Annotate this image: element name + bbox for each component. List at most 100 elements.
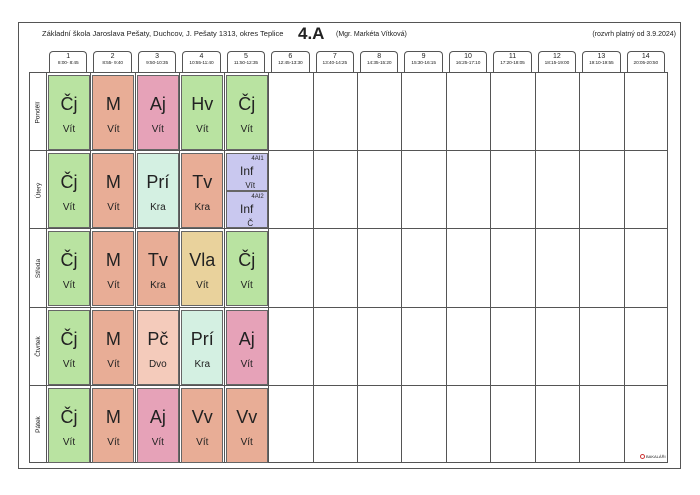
teacher-label: Vít [107, 202, 120, 214]
lesson-group-cell[interactable]: 4AI1 Inf Vít [225, 153, 268, 191]
subject-label: Čj [60, 250, 78, 271]
validity-date: (rozvrh platný od 3.9.2024) [592, 31, 676, 38]
period-time: 16:25-17:10 [455, 61, 481, 66]
lesson-cell[interactable]: Aj Vít [136, 75, 179, 150]
subject-label: Hv [191, 94, 214, 114]
grid-column-divider [445, 73, 447, 462]
teacher-label: Vít [62, 280, 76, 292]
period-number: 5 [243, 53, 248, 60]
teacher-label: Vít [245, 181, 256, 191]
period-header-10: 10 16:25-17:10 [448, 51, 488, 72]
lesson-cell[interactable]: Pč Dvo [136, 309, 179, 385]
teacher-label: Vít [62, 124, 76, 135]
lesson-cell[interactable]: Čj Vít [48, 231, 90, 307]
grid-column-divider [312, 73, 314, 462]
timetable-sheet [18, 22, 681, 469]
subject-label: Čj [60, 172, 78, 193]
day-name: Pondělí [35, 101, 43, 124]
lesson-cell[interactable]: Aj Vít [225, 309, 268, 385]
period-header-5: 5 11:50-12:35 [226, 51, 266, 72]
grid-column-divider [534, 73, 536, 462]
subject-label: Tv [147, 250, 168, 271]
lesson-cell[interactable]: Čj Vít [225, 231, 268, 307]
period-number: 6 [288, 53, 293, 60]
teacher-label: Dvo [148, 358, 167, 370]
lesson-cell[interactable]: Tv Kra [136, 231, 179, 307]
lesson-cell[interactable]: Vv Vít [181, 387, 224, 463]
period-header-2: 2 8:55- 9:40 [93, 51, 132, 72]
lesson-group-cell[interactable]: 4AI2 Inf Č [225, 190, 268, 229]
period-header-4: 4 10:55-11:40 [182, 51, 221, 72]
subject-label: M [105, 406, 121, 427]
grid-column-divider [90, 73, 92, 462]
period-time: 11:50-12:35 [233, 61, 258, 66]
lesson-cell[interactable]: Tv Kra [181, 153, 224, 229]
period-number: 4 [199, 53, 204, 60]
lesson-cell[interactable]: M Vít [92, 153, 135, 229]
period-header-7: 7 13:40-14:25 [315, 51, 354, 72]
lesson-cell[interactable]: Vv Vít [225, 387, 268, 463]
day-name: Středa [35, 258, 42, 279]
lesson-cell[interactable]: Čj Vít [48, 309, 90, 385]
lesson-cell[interactable]: Prí Kra [136, 153, 179, 229]
day-label-cell: Středa [30, 229, 47, 307]
period-number: 2 [110, 53, 115, 60]
period-number: 1 [66, 53, 71, 60]
group-label: 4AI1 [251, 156, 264, 163]
lesson-cell[interactable]: M Vít [92, 231, 135, 307]
bakalari-logo: BAKALÁŘI [640, 454, 666, 460]
teacher-label: Vít [196, 436, 209, 448]
subject-label: Vv [236, 406, 258, 427]
lesson-cell[interactable]: Čj Vít [48, 75, 90, 150]
grid-column-divider [268, 73, 270, 462]
teacher-label: Vít [240, 280, 253, 292]
teacher-label: Vít [62, 436, 76, 448]
day-label-cell: Čtvrtek [30, 308, 47, 386]
subject-label: Inf [240, 201, 254, 216]
grid-column-divider [46, 73, 47, 462]
day-label-cell: Pondělí [30, 73, 47, 151]
lesson-cell[interactable]: Vla Vít [181, 231, 224, 307]
teacher-label: Vít [196, 124, 209, 135]
day-name: Úterý [35, 182, 42, 199]
logo-text: BAKALÁŘI [646, 454, 666, 459]
teacher-label: Vít [240, 358, 253, 370]
grid-row-divider [30, 306, 667, 308]
subject-label: Pč [147, 328, 169, 349]
subject-label: Prí [190, 328, 214, 349]
period-header-8: 8 14:35-15:20 [360, 51, 399, 72]
lesson-cell[interactable]: Čj Vít [48, 387, 90, 463]
grid-column-divider [490, 73, 492, 462]
grid-column-divider [357, 73, 358, 462]
period-time: 20:05-20:50 [633, 61, 659, 66]
teacher-label: Č [247, 218, 254, 228]
lesson-cell[interactable]: Čj Vít [225, 75, 268, 150]
period-time: 8:00- 8:45 [57, 61, 79, 66]
subject-label: Čj [60, 94, 78, 114]
period-header-9: 9 15:30-16:15 [404, 51, 443, 72]
class-teacher: (Mgr. Markéta Vítková) [336, 31, 407, 38]
class-name: 4.A [298, 24, 325, 43]
teacher-label: Kra [194, 358, 211, 370]
period-time: 12:45-13:30 [278, 61, 303, 66]
teacher-label: Vít [62, 358, 76, 370]
subject-label: Prí [146, 172, 170, 193]
grid-row-divider [30, 228, 667, 230]
teacher-label: Vít [196, 280, 209, 292]
subject-label: Aj [238, 328, 255, 349]
grid-column-divider [623, 73, 625, 462]
lesson-cell[interactable]: Čj Vít [48, 153, 90, 229]
teacher-label: Vít [62, 202, 76, 214]
lesson-cell[interactable]: M Vít [92, 387, 135, 463]
lesson-cell[interactable]: Hv Vít [181, 75, 224, 150]
teacher-label: Vít [151, 124, 164, 135]
lesson-cell[interactable]: Prí Kra [181, 309, 224, 385]
period-time: 15:30-16:15 [411, 61, 436, 66]
timetable-grid: Pondělí Čj Vít M Vít Aj Vít Hv Vít Čj Vít Úterý Čj Ví… [29, 72, 668, 463]
subject-label: Čj [60, 328, 78, 349]
lesson-cell[interactable]: M Vít [92, 75, 135, 150]
subject-label: Čj [60, 406, 78, 427]
lesson-cell[interactable]: M Vít [92, 309, 135, 385]
lesson-cell[interactable]: Aj Vít [136, 387, 179, 463]
period-number: 10 [464, 53, 472, 60]
